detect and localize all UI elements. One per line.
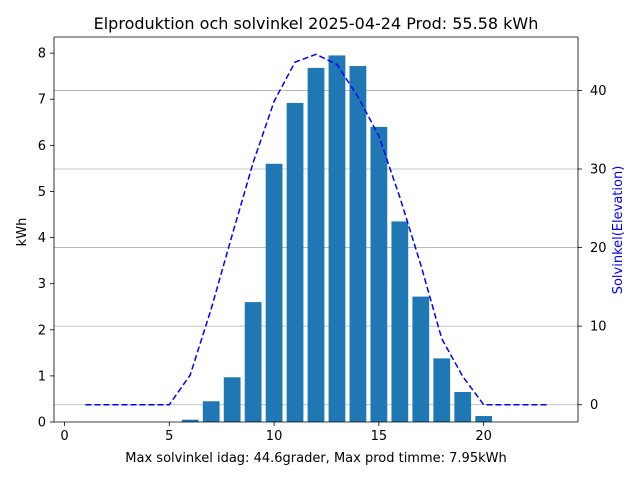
y-tick-label: 0 [38, 416, 46, 431]
bar [475, 416, 493, 422]
bar [265, 163, 283, 423]
y-axis-title: kWh [15, 218, 30, 247]
x-tick-label: 15 [371, 429, 388, 444]
bar [244, 302, 262, 422]
x-tick-label: 20 [475, 429, 492, 444]
x-tick-label: 10 [266, 429, 283, 444]
x-axis-title: Max solvinkel idag: 44.6grader, Max prod… [125, 451, 506, 466]
y2-tick-label: 40 [590, 84, 607, 99]
x-tick-label: 0 [60, 429, 68, 444]
x-tick-label: 5 [165, 429, 173, 444]
bar [433, 358, 451, 422]
y2-tick-label: 20 [590, 241, 607, 256]
y2-tick-label: 10 [590, 320, 607, 335]
line-layer [85, 53, 547, 406]
bar [370, 126, 388, 422]
y-tick-label: 6 [38, 139, 46, 154]
y-tick-label: 1 [38, 369, 46, 384]
bar [391, 221, 409, 422]
y2-axis-title: Solvinkel(Elevation) [611, 166, 626, 295]
y-tick-label: 5 [38, 185, 46, 200]
y2-tick-label: 0 [590, 398, 598, 413]
axes-layer: 0 5 10 15 20 0 1 2 3 4 5 6 7 8 0 10 20 30 40 [38, 36, 607, 444]
y-tick-label: 4 [38, 231, 46, 246]
bar [454, 392, 472, 422]
bar [328, 55, 346, 422]
y-tick-label: 7 [38, 93, 46, 108]
bar [202, 401, 220, 422]
bar [307, 67, 325, 422]
y-tick-label: 3 [38, 277, 46, 292]
y2-tick-label: 30 [590, 163, 607, 178]
y-tick-label: 8 [38, 47, 46, 62]
bars-layer [181, 55, 493, 423]
bar [412, 296, 430, 422]
y-tick-label: 2 [38, 323, 46, 338]
chart-title: Elproduktion och solvinkel 2025-04-24 Pr… [94, 14, 539, 33]
elevation-line [85, 53, 547, 406]
bar [223, 377, 241, 422]
bar [286, 102, 304, 422]
bar [349, 66, 367, 422]
bar [181, 419, 199, 422]
